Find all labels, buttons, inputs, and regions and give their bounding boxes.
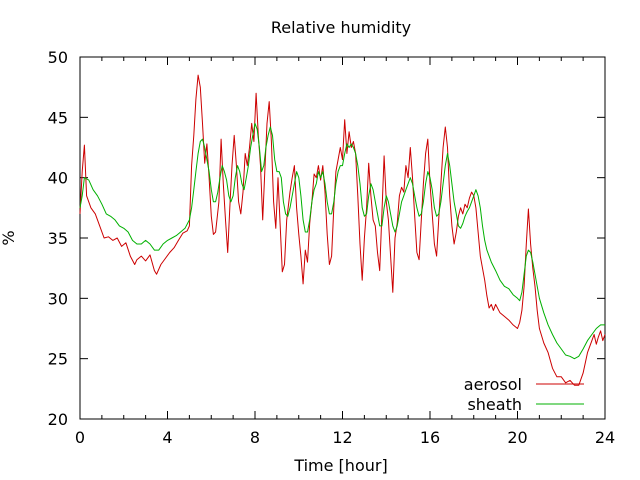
y-tick-label: 35 (48, 229, 68, 248)
x-tick-label: 24 (595, 428, 615, 447)
series-line-sheath (79, 122, 605, 360)
series-line-aerosol (79, 74, 606, 386)
x-tick-label: 0 (75, 428, 85, 447)
y-tick-label: 50 (48, 48, 68, 67)
x-tick-label: 16 (420, 428, 440, 447)
x-tick-label: 4 (162, 428, 172, 447)
y-axis-label: % (0, 230, 18, 245)
y-tick-label: 25 (48, 350, 68, 369)
chart-title: Relative humidity (271, 18, 411, 37)
x-tick-label: 20 (507, 428, 527, 447)
legend-label-sheath: sheath (467, 395, 522, 414)
x-axis-label: Time [hour] (293, 456, 387, 475)
y-tick-label: 20 (48, 410, 68, 429)
series-group (79, 74, 606, 386)
y-tick-label: 40 (48, 169, 68, 188)
y-tick-label: 30 (48, 289, 68, 308)
axes: 0 4 8 12 16 20 24 20 25 30 35 40 45 50 (48, 48, 616, 447)
y-tick-label: 45 (48, 108, 68, 127)
x-tick-label: 8 (250, 428, 260, 447)
x-tick-label: 12 (332, 428, 352, 447)
legend-label-aerosol: aerosol (464, 375, 522, 394)
